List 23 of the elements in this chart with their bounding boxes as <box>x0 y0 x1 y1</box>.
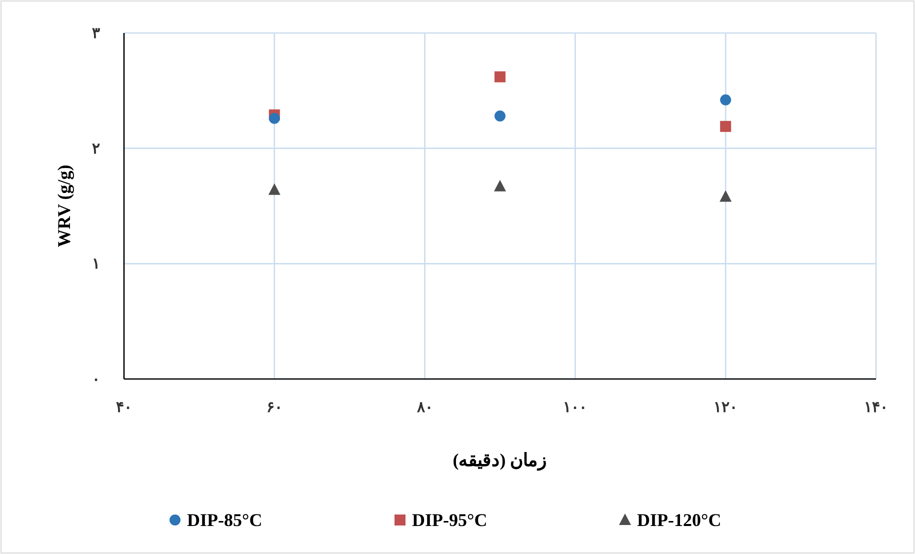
legend-label: DIP-95°C <box>412 510 488 530</box>
point <box>268 183 280 195</box>
point <box>494 180 506 192</box>
legend-label: DIP-85°C <box>187 510 262 530</box>
y-tick-label: ١ <box>92 256 100 273</box>
y-tick-label: ٠ <box>92 372 100 388</box>
x-tick-label: ۸۰ <box>416 400 433 416</box>
x-tick-label: ۴۰ <box>116 400 132 416</box>
point <box>494 110 506 122</box>
point <box>494 71 506 82</box>
x-axis-title: زمان (دقیقه) <box>452 450 548 471</box>
point <box>720 94 732 106</box>
x-tick-label: ۱۴۰ <box>864 400 888 416</box>
y-tick-label: ٢ <box>92 141 100 158</box>
legend-label: DIP-120°C <box>637 510 722 530</box>
y-tick-label: ٣ <box>92 26 100 42</box>
x-tick-label: ۶۰ <box>266 400 282 416</box>
y-axis-title: WRV (g/g) <box>54 164 74 248</box>
point <box>268 112 280 124</box>
x-tick-label: ۱۰۰ <box>563 400 588 416</box>
point <box>720 190 732 202</box>
x-tick-label: ۱۲۰ <box>714 400 738 416</box>
point <box>720 120 732 132</box>
